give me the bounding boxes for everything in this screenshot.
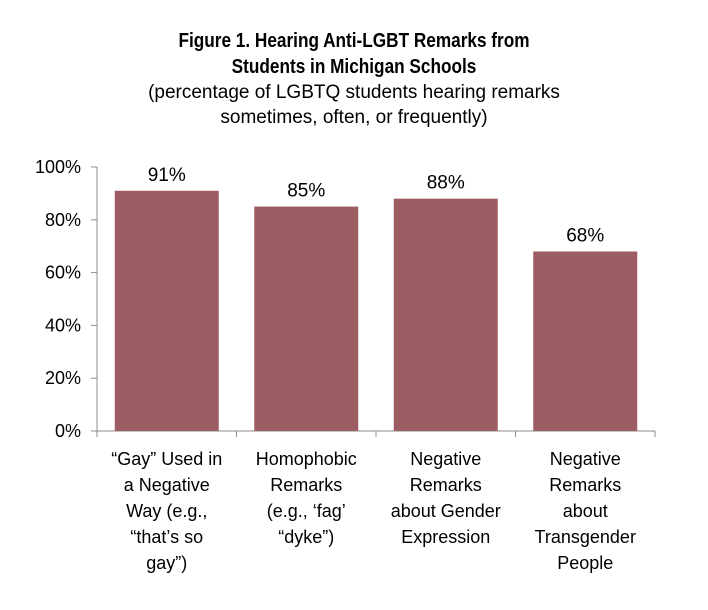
category-label-0: “Gay” Used in a Negative Way (e.g., “that’s… (111, 449, 222, 573)
category-label-0-line-0: “Gay” Used in (111, 449, 222, 469)
category-label-1-line-2: (e.g., ‘fag’ (267, 501, 346, 521)
category-label-0-line-3: “that’s so (130, 527, 203, 547)
chart-bars (114, 190, 638, 431)
category-label-1-line-0: Homophobic (256, 449, 357, 469)
category-label-3-line-1: Remarks (549, 475, 621, 495)
y-tick-label-4: 80% (45, 210, 81, 230)
category-label-2-line-1: Remarks (410, 475, 482, 495)
category-label-2-line-0: Negative (410, 449, 481, 469)
chart-subtitle: (percentage of LGBTQ students hearing re… (0, 80, 708, 130)
chart-title-line-2: Students in Michigan Schools (231, 56, 477, 78)
category-label-3-line-3: Transgender (535, 527, 636, 547)
bar-1 (254, 206, 359, 431)
category-label-1: Homophobic Remarks (e.g., ‘fag’ “dyke”) (256, 449, 357, 547)
chart-labels: 91% “Gay” Used in a Negative Way (e.g., “tha… (111, 165, 636, 573)
chart-subtitle-line-1: (percentage of LGBTQ students hearing re… (148, 82, 560, 103)
category-label-3: Negative Remarks about Transgender People (535, 449, 636, 573)
category-label-2: Negative Remarks about Gender Expression (391, 449, 501, 547)
category-label-1-line-1: Remarks (270, 475, 342, 495)
y-tick-label-2: 40% (45, 315, 81, 335)
data-label-0: 91% (148, 165, 186, 186)
bar-3 (533, 251, 638, 431)
data-label-3: 68% (566, 225, 604, 246)
category-label-2-line-3: Expression (401, 527, 490, 547)
category-label-3-line-2: about (563, 501, 608, 521)
chart-title: Figure 1. Hearing Anti-LGBT Remarks from… (50, 28, 659, 80)
data-label-2: 88% (427, 173, 465, 194)
chart-title-block: Figure 1. Hearing Anti-LGBT Remarks from… (0, 28, 708, 130)
y-tick-label-5: 100% (35, 157, 81, 177)
chart-subtitle-line-2: sometimes, often, or frequently) (220, 107, 488, 128)
bar-2 (393, 198, 498, 431)
data-label-1: 85% (287, 181, 325, 202)
category-label-3-line-0: Negative (550, 449, 621, 469)
chart-axes: 0% 20% 40% 60% 80% 100% (35, 157, 656, 441)
category-label-1-line-3: “dyke”) (278, 527, 334, 547)
y-tick-label-3: 60% (45, 263, 81, 283)
category-label-0-line-2: Way (e.g., (126, 501, 207, 521)
y-tick-label-0: 0% (55, 421, 81, 441)
category-label-2-line-2: about Gender (391, 501, 501, 521)
chart-title-line-1: Figure 1. Hearing Anti-LGBT Remarks from (178, 30, 530, 52)
bar-0 (114, 190, 219, 431)
y-tick-label-1: 20% (45, 368, 81, 388)
category-label-0-line-4: gay”) (146, 553, 187, 573)
category-label-0-line-1: a Negative (124, 475, 210, 495)
category-label-3-line-4: People (557, 553, 613, 573)
